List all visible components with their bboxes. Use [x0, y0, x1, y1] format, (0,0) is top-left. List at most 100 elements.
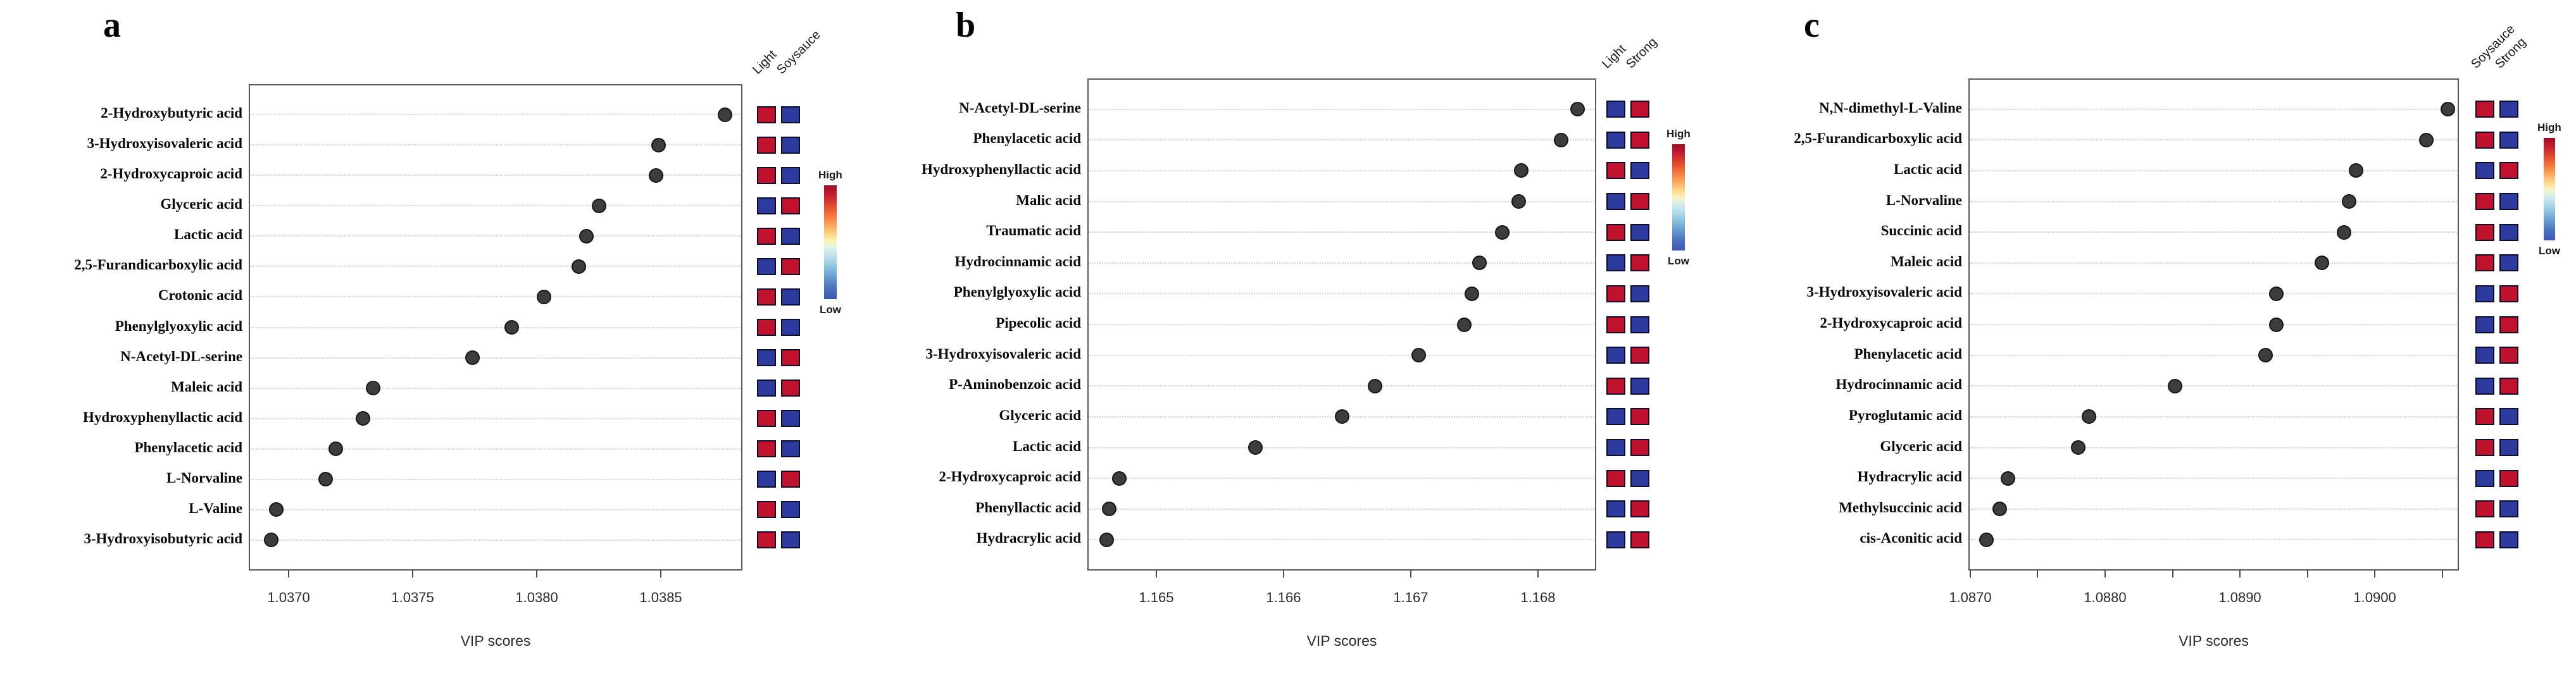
heatmap-cell-low — [781, 531, 800, 549]
heatmap-cell-low — [2475, 162, 2494, 180]
gridline — [1089, 201, 1594, 202]
metabolite-label: Glyceric acid — [160, 196, 242, 213]
vip-score-dot — [328, 441, 344, 457]
x-tick-label: 1.0890 — [2218, 590, 2261, 605]
vip-score-dot — [2081, 409, 2096, 424]
vip-score-dot — [356, 411, 371, 426]
heatmap-cell-high — [1606, 469, 1625, 487]
x-tick-label: 1.0880 — [2084, 590, 2127, 605]
x-tick-label: 1.0900 — [2353, 590, 2396, 605]
colorbar-gradient — [1672, 144, 1685, 250]
metabolite-label: Methylsuccinic acid — [1839, 499, 1962, 516]
heatmap-cell-low — [757, 380, 776, 397]
gridline — [251, 235, 741, 237]
metabolite-label: Lactic acid — [174, 226, 242, 243]
heatmap-column-header: Light — [750, 47, 780, 77]
heatmap-cell-high — [781, 257, 800, 275]
vip-score-dot — [2336, 225, 2351, 240]
x-tick — [288, 571, 290, 577]
metabolite-label: L-Valine — [189, 500, 242, 516]
x-tick-label: 1.0870 — [1949, 590, 1992, 605]
gridline — [1970, 232, 2457, 233]
gridline — [1970, 354, 2457, 356]
heatmap-cell-low — [1606, 131, 1625, 149]
colorbar-low-label: Low — [820, 304, 841, 316]
vip-score-dot — [2342, 194, 2357, 209]
gridline — [1089, 262, 1594, 264]
gridline — [251, 326, 741, 328]
heatmap-column-header: Light — [1599, 42, 1629, 71]
metabolite-label: Succinic acid — [1880, 223, 1962, 239]
vip-score-dot — [264, 533, 279, 548]
vip-score-dot — [1368, 378, 1383, 393]
vip-score-dot — [1495, 225, 1510, 240]
metabolite-label: Hydracrylic acid — [976, 530, 1081, 546]
gridline — [251, 357, 741, 359]
x-tick-label: 1.0380 — [515, 590, 558, 605]
heatmap-cell-low — [1630, 377, 1649, 395]
x-tick — [412, 571, 414, 577]
x-tick — [1155, 571, 1157, 577]
heatmap-cell-high — [1606, 285, 1625, 302]
metabolite-label: Phenylglyoxylic acid — [115, 318, 242, 334]
colorbar-high-label: High — [1666, 128, 1691, 140]
x-tick — [2037, 571, 2039, 577]
heatmap-cell-high — [2475, 254, 2494, 272]
metabolite-label: Phenylacetic acid — [973, 130, 1081, 147]
heatmap-cell-low — [2475, 469, 2494, 487]
vip-score-dot — [318, 472, 334, 487]
x-tick — [660, 571, 662, 577]
metabolite-label: Maleic acid — [1890, 253, 1962, 269]
gridline — [1970, 508, 2457, 510]
metabolite-label: 3-Hydroxyisovaleric acid — [1806, 284, 1962, 300]
vip-score-dot — [2168, 378, 2183, 393]
vip-score-dot — [1511, 194, 1527, 209]
colorbar-gradient — [824, 185, 837, 299]
heatmap-cell-low — [2499, 531, 2518, 548]
vip-score-dot — [578, 228, 594, 244]
heatmap-cell-high — [1630, 254, 1649, 272]
metabolite-label: Maleic acid — [170, 378, 242, 395]
heatmap-cell-low — [1630, 316, 1649, 333]
vip-score-dot — [365, 381, 380, 396]
heatmap-cell-low — [1606, 500, 1625, 518]
heatmap-cell-high — [1630, 500, 1649, 518]
metabolite-label: Pipecolic acid — [996, 315, 1081, 331]
heatmap-cell-high — [781, 197, 800, 214]
gridline — [1970, 324, 2457, 325]
metabolite-label: 2-Hydroxybutyric acid — [101, 105, 242, 121]
gridline — [1089, 324, 1594, 325]
heatmap-cell-low — [1606, 101, 1625, 118]
metabolite-label: Hydrocinnamic acid — [1835, 376, 1962, 393]
x-tick-label: 1.0370 — [267, 590, 310, 605]
x-tick-label: 1.166 — [1266, 590, 1301, 605]
gridline — [1089, 508, 1594, 510]
metabolite-label: Malic acid — [1016, 192, 1081, 208]
gridline — [1089, 170, 1594, 171]
panel-letter: c — [1804, 6, 1820, 45]
gridline — [1089, 354, 1594, 356]
panel-letter: b — [956, 6, 976, 45]
heatmap-cell-high — [757, 319, 776, 336]
metabolite-label: N-Acetyl-DL-serine — [959, 99, 1081, 116]
vip-score-dot — [718, 107, 733, 122]
heatmap-cell-high — [1606, 377, 1625, 395]
metabolite-label: 2-Hydroxycaproic acid — [1820, 315, 1962, 331]
gridline — [1970, 108, 2457, 110]
gridline — [1089, 478, 1594, 479]
gridline — [1970, 293, 2457, 295]
x-tick-label: 1.0385 — [639, 590, 682, 605]
gridline — [1970, 170, 2457, 171]
vip-score-dot — [2315, 256, 2330, 271]
metabolite-label: Pyroglutamic acid — [1848, 407, 1962, 423]
x-tick — [1282, 571, 1284, 577]
x-axis-title: VIP scores — [2179, 633, 2249, 649]
heatmap-cell-high — [757, 136, 776, 154]
vip-score-dot — [2348, 163, 2363, 178]
heatmap-cell-high — [781, 471, 800, 488]
metabolite-label: Phenylacetic acid — [134, 439, 242, 455]
heatmap-cell-low — [1606, 408, 1625, 426]
heatmap-cell-low — [1630, 223, 1649, 241]
vip-score-dot — [537, 289, 552, 304]
heatmap-cell-high — [757, 166, 776, 184]
